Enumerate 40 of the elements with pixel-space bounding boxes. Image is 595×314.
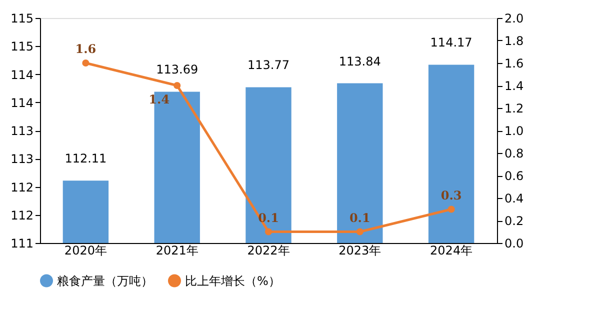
data-label: 0.1 — [349, 210, 370, 225]
y-tick-label: 113 — [10, 124, 34, 138]
y2-tick-label: 0.4 — [504, 192, 524, 206]
x-tick-label: 2024年 — [430, 244, 473, 258]
y2-tick-label: 1.6 — [504, 56, 524, 70]
y-tick-label: 112 — [10, 208, 34, 222]
legend-label: 比上年增长（%） — [185, 274, 280, 288]
x-tick-label: 2020年 — [64, 244, 107, 258]
x-tick-label: 2021年 — [156, 244, 198, 258]
y-tick-label: 112 — [10, 180, 34, 194]
y2-tick-label: 1.0 — [504, 124, 524, 138]
y-tick-label: 114 — [10, 68, 34, 82]
x-tick-label: 2023年 — [338, 244, 382, 258]
data-label: 113.69 — [156, 62, 198, 77]
y2-tick-label: 2.0 — [504, 12, 524, 26]
point — [174, 82, 181, 90]
y-tick-label: 115 — [10, 40, 34, 54]
y2-tick-label: 0.0 — [504, 236, 524, 250]
data-label: 0.3 — [440, 188, 462, 202]
point — [264, 228, 272, 236]
y2-tick-label: 0.8 — [504, 146, 524, 160]
data-label: 1.6 — [75, 42, 96, 56]
point — [82, 59, 90, 67]
y2-tick-label: 0.6 — [504, 169, 524, 183]
y2-tick-label: 1.4 — [504, 79, 524, 93]
y2-tick-label: 1.8 — [504, 34, 524, 48]
point — [356, 228, 364, 236]
x-tick-label: 2022年 — [247, 244, 290, 258]
data-label: 114.17 — [430, 36, 472, 50]
y2-tick-label: 0.2 — [504, 214, 524, 228]
point — [448, 206, 455, 213]
y-tick-label: 111 — [10, 236, 34, 250]
legend-label: 粮食产量（万吨） — [57, 274, 153, 288]
y2-tick-label: 1.2 — [504, 102, 524, 116]
y-tick-label: 113 — [10, 152, 34, 166]
y-tick-label: 115 — [10, 12, 34, 26]
y-tick-label: 114 — [10, 96, 34, 110]
data-label: 113.84 — [338, 54, 381, 68]
data-label: 113.77 — [248, 58, 290, 72]
data-label: 112.11 — [64, 152, 107, 166]
